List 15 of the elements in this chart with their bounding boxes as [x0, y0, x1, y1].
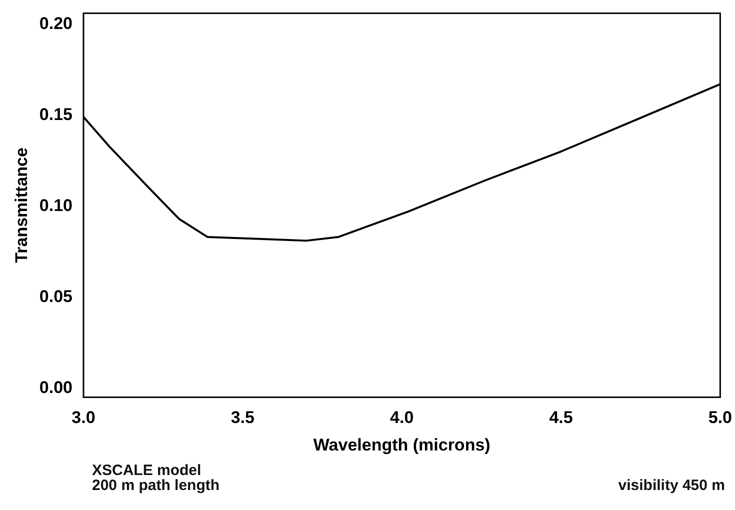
text: visibility 450 m [618, 477, 725, 494]
y-tick-label: 0.10 [39, 196, 72, 215]
y-tick-label: 0.00 [39, 378, 72, 397]
x-tick-label: 3.5 [230, 408, 254, 428]
text: 200 m path length [92, 477, 220, 494]
x-axis-title: Wavelength (microns) [313, 435, 490, 454]
text: XSCALE model [92, 462, 202, 479]
x-tick-label: 4.5 [549, 408, 573, 428]
y-tick-label: 0.15 [39, 104, 72, 124]
x-tick-label: 5.0 [708, 408, 732, 428]
x-tick-label: 4.0 [390, 408, 414, 428]
x-tick-label: 3.0 [72, 408, 96, 428]
y-axis-title: Transmittance [12, 148, 31, 263]
y-tick-label: 0.20 [39, 14, 72, 33]
y-tick-label: 0.05 [39, 286, 72, 306]
